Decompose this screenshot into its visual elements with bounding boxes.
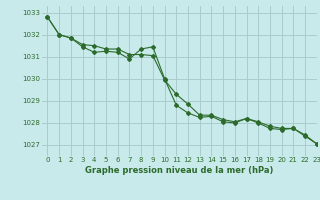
X-axis label: Graphe pression niveau de la mer (hPa): Graphe pression niveau de la mer (hPa) [85,166,273,175]
